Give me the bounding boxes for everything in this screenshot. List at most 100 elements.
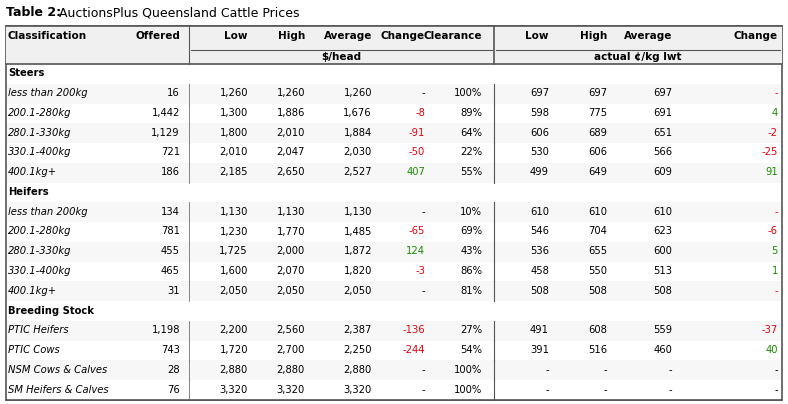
Text: -: - xyxy=(775,385,778,395)
Text: 2,010: 2,010 xyxy=(220,147,248,158)
Text: -: - xyxy=(545,365,549,375)
Text: 2,070: 2,070 xyxy=(277,266,305,276)
Ellipse shape xyxy=(117,222,121,233)
Ellipse shape xyxy=(655,223,660,234)
Ellipse shape xyxy=(175,93,225,125)
Ellipse shape xyxy=(535,118,539,130)
Text: 550: 550 xyxy=(588,266,607,276)
Text: 2,050: 2,050 xyxy=(344,286,372,296)
Text: 610: 610 xyxy=(530,207,549,217)
Text: 54%: 54% xyxy=(460,345,482,355)
Ellipse shape xyxy=(604,317,608,328)
Text: 704: 704 xyxy=(588,227,607,236)
Bar xyxy=(7,360,781,380)
Text: -8: -8 xyxy=(415,108,425,118)
Text: 721: 721 xyxy=(161,147,180,158)
Text: Average: Average xyxy=(324,31,372,41)
Text: -91: -91 xyxy=(409,128,425,138)
Text: 1,485: 1,485 xyxy=(344,227,372,236)
Text: Change: Change xyxy=(381,31,425,41)
Text: Offered: Offered xyxy=(135,31,180,41)
Ellipse shape xyxy=(307,232,311,244)
Text: 1,820: 1,820 xyxy=(344,266,372,276)
Text: 3,320: 3,320 xyxy=(220,385,248,395)
Text: 689: 689 xyxy=(588,128,607,138)
Text: 89%: 89% xyxy=(460,108,482,118)
Text: 391: 391 xyxy=(530,345,549,355)
Ellipse shape xyxy=(465,188,515,220)
Text: -: - xyxy=(775,88,778,98)
Ellipse shape xyxy=(637,317,641,328)
Text: less than 200kg: less than 200kg xyxy=(8,88,87,98)
Circle shape xyxy=(675,182,702,209)
Text: 1,230: 1,230 xyxy=(220,227,248,236)
Text: 655: 655 xyxy=(588,246,607,256)
Text: 691: 691 xyxy=(653,108,672,118)
Bar xyxy=(7,183,781,202)
Text: Average: Average xyxy=(623,31,672,41)
Text: 2,010: 2,010 xyxy=(277,128,305,138)
Text: -25: -25 xyxy=(762,147,778,158)
Text: 1,872: 1,872 xyxy=(344,246,372,256)
Text: 513: 513 xyxy=(653,266,672,276)
Ellipse shape xyxy=(643,223,647,234)
Ellipse shape xyxy=(229,83,238,90)
Circle shape xyxy=(164,279,189,304)
Text: 609: 609 xyxy=(653,167,672,177)
Ellipse shape xyxy=(106,222,110,233)
Ellipse shape xyxy=(206,122,210,133)
Text: Low: Low xyxy=(526,31,549,41)
Text: 546: 546 xyxy=(530,227,549,236)
Circle shape xyxy=(315,192,342,219)
Text: 460: 460 xyxy=(653,345,672,355)
Text: 649: 649 xyxy=(588,167,607,177)
Text: 1,260: 1,260 xyxy=(344,88,372,98)
Text: 2,030: 2,030 xyxy=(344,147,372,158)
Bar xyxy=(6,26,782,64)
Bar xyxy=(7,123,781,143)
Text: 76: 76 xyxy=(167,385,180,395)
Text: 280.1-330kg: 280.1-330kg xyxy=(8,246,72,256)
Ellipse shape xyxy=(125,288,175,320)
Ellipse shape xyxy=(678,223,683,234)
Text: 1,442: 1,442 xyxy=(151,108,180,118)
Ellipse shape xyxy=(388,107,393,120)
Text: 610: 610 xyxy=(588,207,607,217)
Text: 134: 134 xyxy=(161,207,180,217)
Text: 64%: 64% xyxy=(460,128,482,138)
Text: 2,050: 2,050 xyxy=(277,286,305,296)
Text: SM Heifers & Calves: SM Heifers & Calves xyxy=(8,385,109,395)
Bar xyxy=(7,262,781,282)
Text: 1,300: 1,300 xyxy=(220,108,248,118)
Text: -: - xyxy=(604,385,607,395)
Text: 1,129: 1,129 xyxy=(151,128,180,138)
Text: 2,000: 2,000 xyxy=(277,246,305,256)
Text: 280.1-330kg: 280.1-330kg xyxy=(8,128,72,138)
Text: 1,130: 1,130 xyxy=(277,207,305,217)
Text: High: High xyxy=(580,31,607,41)
Ellipse shape xyxy=(485,217,489,228)
Ellipse shape xyxy=(547,118,552,130)
Ellipse shape xyxy=(675,73,725,105)
Ellipse shape xyxy=(217,122,221,133)
Text: 600: 600 xyxy=(653,246,672,256)
Text: 69%: 69% xyxy=(460,227,482,236)
Ellipse shape xyxy=(387,322,392,335)
Text: actual ¢/kg lwt: actual ¢/kg lwt xyxy=(594,52,682,62)
Text: 22%: 22% xyxy=(460,147,482,158)
Text: 407: 407 xyxy=(406,167,425,177)
Ellipse shape xyxy=(559,118,563,130)
Text: 1,884: 1,884 xyxy=(344,128,372,138)
Text: NSM Cows & Calves: NSM Cows & Calves xyxy=(8,365,107,375)
Text: 2,560: 2,560 xyxy=(277,325,305,335)
Text: 781: 781 xyxy=(161,227,180,236)
Text: 455: 455 xyxy=(161,246,180,256)
Ellipse shape xyxy=(362,322,367,335)
Text: 2,700: 2,700 xyxy=(277,345,305,355)
Text: PTIC Cows: PTIC Cows xyxy=(8,345,60,355)
Ellipse shape xyxy=(729,63,738,70)
Text: AuctionsPlus Queensland Cattle Prices: AuctionsPlus Queensland Cattle Prices xyxy=(55,6,299,19)
Text: -: - xyxy=(422,286,425,296)
Text: 465: 465 xyxy=(161,266,180,276)
Text: 330.1-400kg: 330.1-400kg xyxy=(8,266,72,276)
